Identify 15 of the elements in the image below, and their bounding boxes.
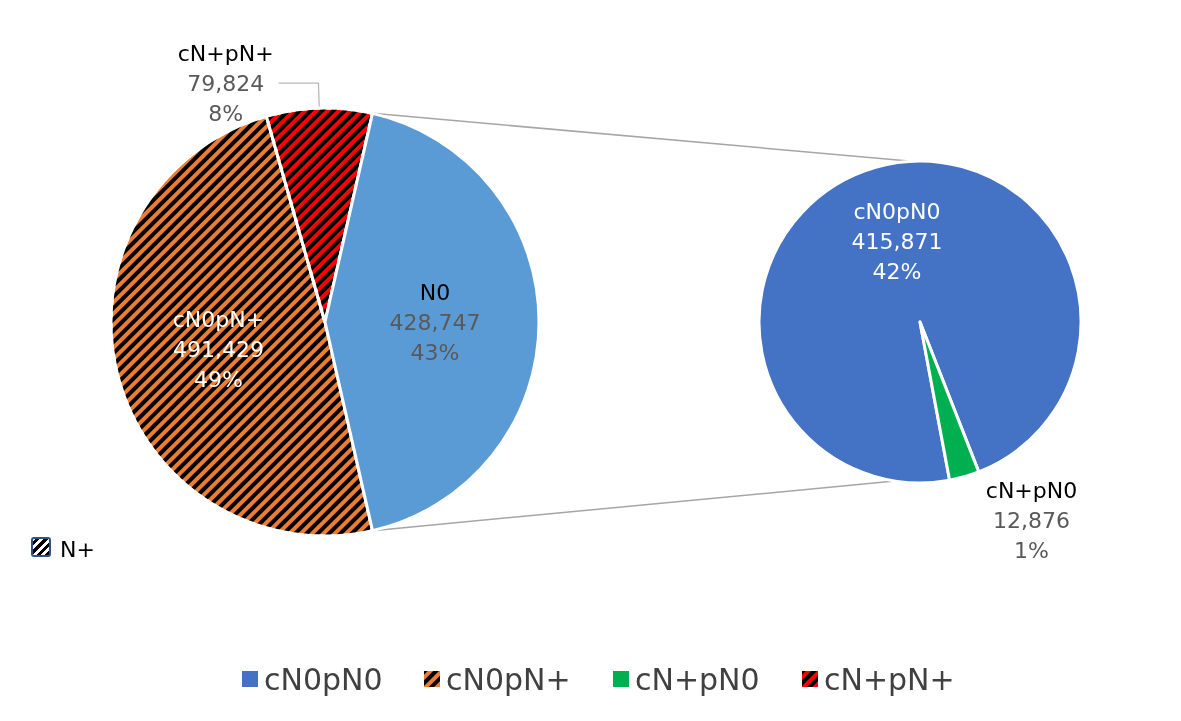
slice-label: cN0pN+ (172, 306, 265, 332)
legend-label: cN+pN+ (824, 661, 955, 697)
slice-label: cN+pN+ (177, 40, 274, 66)
text: N+ (60, 536, 95, 562)
data-label: 491,429 49% (172, 336, 264, 392)
slice-label: N0 (419, 279, 451, 305)
data-label: 428,747 43% (389, 309, 481, 365)
slice-label: cN+pN0 (985, 477, 1078, 503)
legend-label: cN0pN+ (446, 661, 571, 697)
data-label: 79,824 8% (187, 70, 265, 126)
data-label: 415,871 42% (851, 229, 943, 285)
slice-label: cN0pN0 (853, 199, 941, 225)
data-label: 12,876 1% (992, 507, 1070, 563)
legend-label: cN+pN0 (635, 661, 760, 697)
legend-label: cN0pN0 (264, 661, 383, 697)
